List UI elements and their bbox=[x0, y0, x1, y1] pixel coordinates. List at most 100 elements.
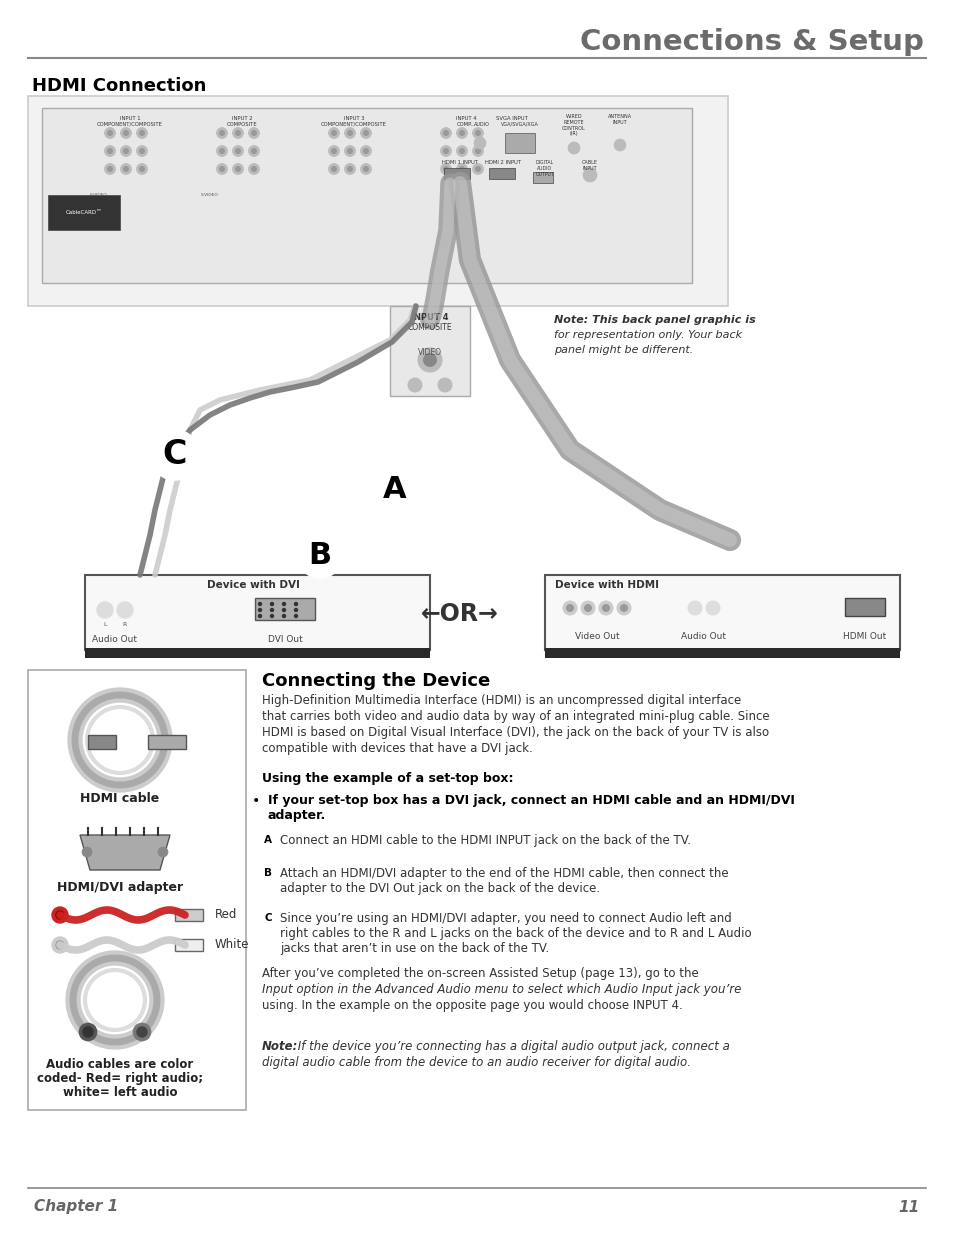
Circle shape bbox=[120, 163, 132, 174]
Circle shape bbox=[233, 163, 243, 174]
Text: INPUT 4
COMP...: INPUT 4 COMP... bbox=[456, 116, 476, 127]
Text: If your set-top box has a DVI jack, connect an HDMI cable and an HDMI/DVI: If your set-top box has a DVI jack, conn… bbox=[268, 794, 794, 806]
Circle shape bbox=[617, 601, 630, 615]
Circle shape bbox=[52, 906, 68, 923]
Circle shape bbox=[219, 130, 225, 136]
Circle shape bbox=[347, 165, 353, 172]
Circle shape bbox=[83, 1028, 92, 1037]
Circle shape bbox=[474, 137, 485, 149]
Circle shape bbox=[258, 615, 261, 618]
Circle shape bbox=[216, 146, 227, 157]
FancyBboxPatch shape bbox=[148, 735, 186, 748]
FancyBboxPatch shape bbox=[489, 168, 515, 179]
Circle shape bbox=[234, 130, 241, 136]
Circle shape bbox=[132, 1023, 151, 1041]
Text: •: • bbox=[252, 794, 260, 808]
Text: White: White bbox=[214, 939, 250, 951]
Circle shape bbox=[139, 165, 145, 172]
Circle shape bbox=[373, 468, 416, 513]
Circle shape bbox=[422, 353, 436, 367]
Text: AUDIO: AUDIO bbox=[474, 122, 490, 127]
Circle shape bbox=[347, 148, 353, 154]
Text: B: B bbox=[308, 541, 332, 569]
Text: If the device you’re connecting has a digital audio output jack, connect a: If the device you’re connecting has a di… bbox=[294, 1040, 729, 1053]
FancyBboxPatch shape bbox=[254, 598, 314, 620]
Circle shape bbox=[79, 1023, 97, 1041]
Text: HDMI 2 INPUT: HDMI 2 INPUT bbox=[484, 161, 520, 165]
Circle shape bbox=[56, 941, 64, 948]
Text: L: L bbox=[103, 622, 107, 627]
Circle shape bbox=[472, 163, 483, 174]
Text: compatible with devices that have a DVI jack.: compatible with devices that have a DVI … bbox=[262, 742, 532, 755]
Circle shape bbox=[363, 165, 369, 172]
Text: HDMI Connection: HDMI Connection bbox=[32, 77, 206, 95]
Circle shape bbox=[216, 127, 227, 138]
Circle shape bbox=[282, 609, 285, 611]
Circle shape bbox=[458, 130, 464, 136]
Text: Device with DVI: Device with DVI bbox=[207, 580, 299, 590]
Circle shape bbox=[259, 831, 276, 848]
Circle shape bbox=[248, 127, 259, 138]
Circle shape bbox=[475, 130, 480, 136]
Text: B: B bbox=[264, 868, 272, 878]
FancyBboxPatch shape bbox=[85, 648, 430, 658]
Circle shape bbox=[219, 148, 225, 154]
Text: CableCARD™: CableCARD™ bbox=[66, 210, 102, 215]
Circle shape bbox=[363, 148, 369, 154]
Circle shape bbox=[282, 603, 285, 605]
Text: DIGITAL
AUDIO
OUTPUT: DIGITAL AUDIO OUTPUT bbox=[536, 161, 554, 177]
Circle shape bbox=[234, 148, 241, 154]
Circle shape bbox=[233, 146, 243, 157]
Text: Video Out: Video Out bbox=[574, 632, 618, 641]
Text: Audio Out: Audio Out bbox=[680, 632, 726, 641]
Circle shape bbox=[440, 146, 451, 157]
Text: HDMI cable: HDMI cable bbox=[80, 792, 159, 804]
Circle shape bbox=[105, 163, 115, 174]
Circle shape bbox=[583, 604, 592, 613]
Circle shape bbox=[271, 609, 274, 611]
Text: Using the example of a set-top box:: Using the example of a set-top box: bbox=[262, 772, 513, 785]
FancyBboxPatch shape bbox=[390, 306, 470, 396]
Circle shape bbox=[105, 127, 115, 138]
FancyBboxPatch shape bbox=[28, 671, 246, 1110]
Text: INPUT 3
COMPONENT/COMPOSITE: INPUT 3 COMPONENT/COMPOSITE bbox=[321, 116, 387, 127]
Circle shape bbox=[328, 127, 339, 138]
FancyBboxPatch shape bbox=[504, 133, 535, 153]
Text: Note: This back panel graphic is: Note: This back panel graphic is bbox=[554, 315, 755, 325]
Text: ANTENNA
INPUT: ANTENNA INPUT bbox=[607, 114, 632, 125]
Text: right cables to the R and L jacks on the back of the device and to R and L Audio: right cables to the R and L jacks on the… bbox=[280, 927, 751, 940]
FancyBboxPatch shape bbox=[88, 735, 116, 748]
Circle shape bbox=[271, 603, 274, 605]
Text: Attach an HDMI/DVI adapter to the end of the HDMI cable, then connect the: Attach an HDMI/DVI adapter to the end of… bbox=[280, 867, 728, 881]
Circle shape bbox=[107, 165, 112, 172]
Text: HDMI is based on Digital Visual Interface (DVI), the jack on the back of your TV: HDMI is based on Digital Visual Interfac… bbox=[262, 726, 768, 739]
Text: 11: 11 bbox=[898, 1199, 919, 1214]
Circle shape bbox=[475, 148, 480, 154]
Text: Input option in the Advanced Audio menu to select which Audio Input jack you’re: Input option in the Advanced Audio menu … bbox=[262, 983, 740, 995]
FancyBboxPatch shape bbox=[544, 648, 899, 658]
Circle shape bbox=[601, 604, 609, 613]
Circle shape bbox=[687, 601, 701, 615]
Circle shape bbox=[259, 909, 276, 926]
Text: HDMI 1 INPUT: HDMI 1 INPUT bbox=[441, 161, 477, 165]
Circle shape bbox=[234, 165, 241, 172]
Text: white= left audio: white= left audio bbox=[63, 1086, 177, 1099]
Circle shape bbox=[582, 168, 597, 182]
Circle shape bbox=[52, 937, 68, 953]
Circle shape bbox=[136, 146, 148, 157]
Circle shape bbox=[619, 604, 627, 613]
Circle shape bbox=[259, 864, 276, 882]
Circle shape bbox=[344, 127, 355, 138]
Circle shape bbox=[580, 601, 595, 615]
FancyBboxPatch shape bbox=[85, 576, 430, 650]
Text: C: C bbox=[163, 438, 187, 472]
Text: Chapter 1: Chapter 1 bbox=[34, 1199, 118, 1214]
Circle shape bbox=[251, 130, 256, 136]
Circle shape bbox=[219, 165, 225, 172]
FancyBboxPatch shape bbox=[28, 96, 727, 306]
Circle shape bbox=[258, 603, 261, 605]
Circle shape bbox=[294, 603, 297, 605]
Text: A: A bbox=[264, 835, 272, 845]
Circle shape bbox=[107, 130, 112, 136]
Text: CABLE
INPUT: CABLE INPUT bbox=[581, 161, 598, 170]
